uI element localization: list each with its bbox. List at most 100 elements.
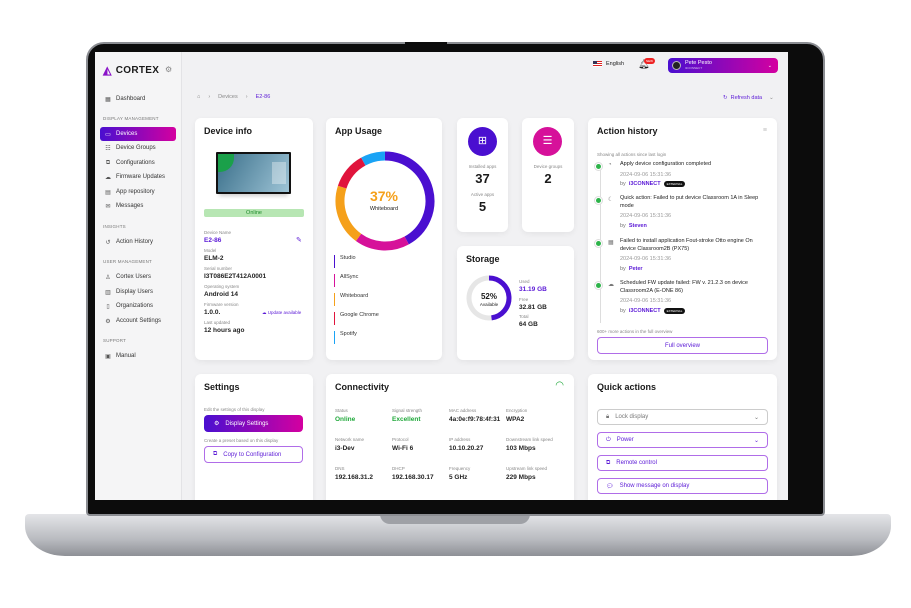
power-dropdown[interactable]: ⏻ Power ⌄ [597, 432, 768, 448]
book-icon: ▣ [105, 353, 111, 360]
show-message-button[interactable]: 💬︎ Show message on display [597, 478, 768, 494]
user-menu[interactable]: Pete Pesto i3CONNECT ⌄ [668, 58, 778, 73]
message-icon: 💬︎ [606, 483, 614, 490]
language-selector[interactable]: English [593, 61, 624, 67]
app-usage-card: App Usage 37% Whiteboard Studio AllSync Wh… [326, 118, 442, 360]
app-usage-donut [335, 151, 435, 251]
preset-hint: Create a preset based on this display [204, 438, 279, 443]
sidebar-item-messages[interactable]: ✉ Messages [100, 199, 176, 213]
card-title: Settings [204, 382, 240, 392]
field-value: 192.168.31.2 [335, 474, 373, 481]
lock-display-dropdown[interactable]: 🔒︎ Lock display ⌄ [597, 409, 768, 425]
donut-slice-studio [384, 151, 435, 245]
button-label: Remote control [616, 460, 657, 466]
field-label: Operating system [204, 284, 240, 289]
os-value: Android 14 [204, 291, 238, 298]
legend-app-name: Whiteboard [340, 293, 369, 299]
chevron-down-icon[interactable]: ⌄ [769, 95, 774, 101]
sidebar-item-configurations[interactable]: ⧉ Configurations [100, 156, 176, 170]
brand-name: CORTEX [115, 65, 160, 76]
button-label: Show message on display [619, 483, 690, 489]
home-icon[interactable]: ⌂ [197, 94, 201, 100]
update-label: Update available [267, 310, 302, 315]
by-label: by [620, 266, 626, 272]
building-icon: ▯ [106, 303, 110, 310]
display-image [216, 152, 291, 194]
action-user[interactable]: Peter [628, 266, 643, 272]
sidebar-section: DISPLAY MANAGEMENT [103, 116, 159, 121]
sidebar-item-display-users[interactable]: ▥ Display Users [100, 285, 176, 299]
sidebar-item-account-settings[interactable]: ⚙ Account Settings [100, 314, 176, 328]
grid-icon: ▤ [105, 189, 111, 196]
action-user[interactable]: i3CONNECT [628, 308, 661, 314]
sidebar-item-firmware[interactable]: ☁ Firmware Updates [100, 170, 176, 184]
sidebar-label: Manual [116, 353, 136, 359]
sidebar-item-cortex-users[interactable]: ♙ Cortex Users [100, 270, 176, 284]
sidebar-item-manual[interactable]: ▣ Manual [100, 349, 176, 363]
display-settings-button[interactable]: ⚙ Display Settings [204, 415, 303, 432]
action-history-card: Action history ≡ Showing all actions sin… [588, 118, 777, 360]
settings-card: Settings Edit the settings of this displ… [195, 374, 313, 500]
installed-apps-label: Installed apps [468, 164, 497, 169]
action-by: by Steven [620, 223, 647, 229]
sidebar-item-organizations[interactable]: ▯ Organizations [100, 299, 176, 313]
sidebar-label: Device Groups [116, 145, 156, 151]
field-value: Excellent [392, 416, 421, 423]
card-title: App Usage [335, 126, 383, 136]
field-value: 229 Mbps [506, 474, 536, 481]
full-overview-button[interactable]: Full overview [597, 337, 768, 354]
field-label: Model [204, 248, 217, 253]
breadcrumb: ⌂ › Devices › E2-86 [197, 94, 271, 100]
field-label: MAC address [449, 408, 477, 413]
refresh-icon: ↻ [723, 95, 728, 101]
copy-to-configuration-button[interactable]: ⧉ Copy to Configuration [204, 446, 303, 463]
refresh-button[interactable]: ↻ Refresh data ⌄ [723, 95, 774, 101]
action-user[interactable]: i3CONNECT [628, 181, 661, 187]
field-label: Downstream link speed [506, 437, 553, 442]
sidebar-section: INSIGHTS [103, 224, 126, 229]
donut-slice-whiteboard [335, 185, 362, 242]
power-icon: ⏻ [606, 436, 611, 443]
installed-apps-card: ⊞ Installed apps 37 Active apps 5 [457, 118, 508, 232]
filter-icon[interactable]: ≡ [762, 127, 767, 134]
sidebar-item-app-repository[interactable]: ▤ App repository [100, 185, 176, 199]
sidebar-item-devices[interactable]: ▭ Devices [100, 127, 176, 141]
field-value: 192.168.30.17 [392, 474, 434, 481]
monitor-icon: ▭ [105, 131, 111, 138]
logo[interactable]: ◭ CORTEX [103, 64, 159, 77]
cloud-icon: ☁ [608, 282, 614, 288]
button-label: Copy to Configuration [223, 451, 282, 458]
total-label: Total [519, 314, 529, 319]
edit-icon[interactable]: ✎ [296, 237, 302, 244]
bell-icon[interactable]: 🔔︎ [638, 59, 650, 69]
breadcrumb-devices[interactable]: Devices [218, 94, 238, 100]
update-available-link[interactable]: ☁ Update available [262, 310, 301, 316]
sidebar-item-device-groups[interactable]: ☷ Device Groups [100, 141, 176, 155]
status-dot [596, 283, 601, 288]
lock-icon: 🔒︎ [606, 413, 610, 420]
sidebar-item-action-history[interactable]: ↺ Action History [100, 235, 176, 249]
settings-hint: Edit the settings of this display [204, 407, 265, 412]
free-value: 32.81 GB [519, 304, 547, 311]
field-value: 4a:0e:f9:78:4f:31 [449, 416, 501, 423]
action-user[interactable]: Steven [628, 223, 647, 229]
device-groups-card: ☰ Device groups 2 [522, 118, 574, 232]
remote-control-button[interactable]: ⧉ Remote control [597, 455, 768, 471]
legend-item: Studio [334, 255, 356, 268]
field-value: i3-Dev [335, 445, 355, 452]
action-text: Quick action: Failed to put device Class… [620, 195, 759, 209]
sidebar-label: Firmware Updates [116, 174, 166, 180]
more-actions-note: 600+ more actions in the full overview [597, 329, 673, 334]
legend-app-name: Spotify [340, 331, 357, 337]
field-label: Serial number [204, 266, 233, 271]
settings-icon[interactable]: ⚙ [165, 65, 173, 74]
card-title: Connectivity [335, 382, 390, 392]
action-time: 2024-09-06 15:31:36 [620, 256, 672, 262]
device-groups-value: 2 [544, 171, 552, 186]
copy-icon: ⧉ [213, 451, 218, 457]
field-label: Encryption [506, 408, 528, 413]
legend-item: AllSync [334, 274, 358, 287]
used-value: 31.19 GB [519, 286, 547, 293]
sidebar-item-dashboard[interactable]: ▦ Dashboard [100, 92, 176, 106]
field-label: Frequency [449, 466, 471, 471]
